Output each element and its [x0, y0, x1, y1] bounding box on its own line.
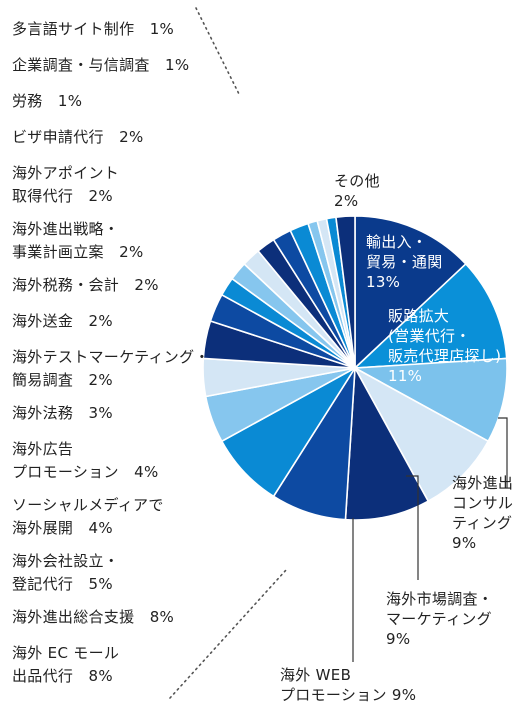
legend-item: 海外会社設立・ 登記代行 5% — [12, 552, 120, 593]
pie-slice-20 — [335, 215, 356, 369]
legend-item: 海外アポイント 取得代行 2% — [12, 164, 120, 205]
slice-label-4: 海外 WEB プロモーション 9% — [280, 666, 416, 704]
slice-label-3: 海外市場調査・マーケティング 9% — [386, 590, 493, 648]
legend-item: 海外広告 プロモーション 4% — [12, 440, 159, 481]
pie-slice-3 — [352, 365, 490, 503]
slice-label-20: その他 2% — [334, 172, 380, 210]
slice-label-2: 海外進出コンサルティング 9% — [452, 474, 513, 552]
pie-slice-1 — [352, 262, 508, 369]
legend-item: 海外 EC モール 出品代行 8% — [12, 644, 120, 685]
leader-line-3 — [406, 475, 419, 580]
legend-item: 海外テストマーケティング・ 簡易調査 2% — [12, 348, 210, 389]
legend-item: 労務 1% — [12, 92, 83, 110]
pie-slice-0 — [354, 215, 467, 370]
legend: 多言語サイト制作 1% 企業調査・与信調査 1% 労務 1% ビザ申請代行 2% 海外ア… — [0, 0, 210, 715]
pie-slice-4 — [344, 365, 430, 521]
legend-item: 海外送金 2% — [12, 312, 113, 330]
leader-line-2 — [498, 417, 508, 488]
legend-item: ビザ申請代行 2% — [12, 128, 144, 146]
slice-label-0: 輸出入・貿易・通関 13% — [366, 233, 443, 291]
guide-dots-bottom — [169, 569, 287, 699]
legend-item: 海外進出総合支援 8% — [12, 608, 175, 626]
legend-item: 海外法務 3% — [12, 404, 113, 422]
pie-slice-2 — [352, 357, 508, 443]
legend-item: 海外税務・会計 2% — [12, 276, 159, 294]
legend-item: 企業調査・与信調査 1% — [12, 56, 190, 74]
legend-item: 多言語サイト制作 1% — [12, 20, 175, 38]
guide-dots-top — [195, 7, 241, 97]
legend-item: 海外進出戦略・ 事業計画立案 2% — [12, 220, 144, 261]
legend-item: ソーシャルメディアで 海外展開 4% — [12, 496, 164, 537]
slice-label-1: 販路拡大(営業代行・販売代理店探し) 11% — [388, 307, 501, 385]
